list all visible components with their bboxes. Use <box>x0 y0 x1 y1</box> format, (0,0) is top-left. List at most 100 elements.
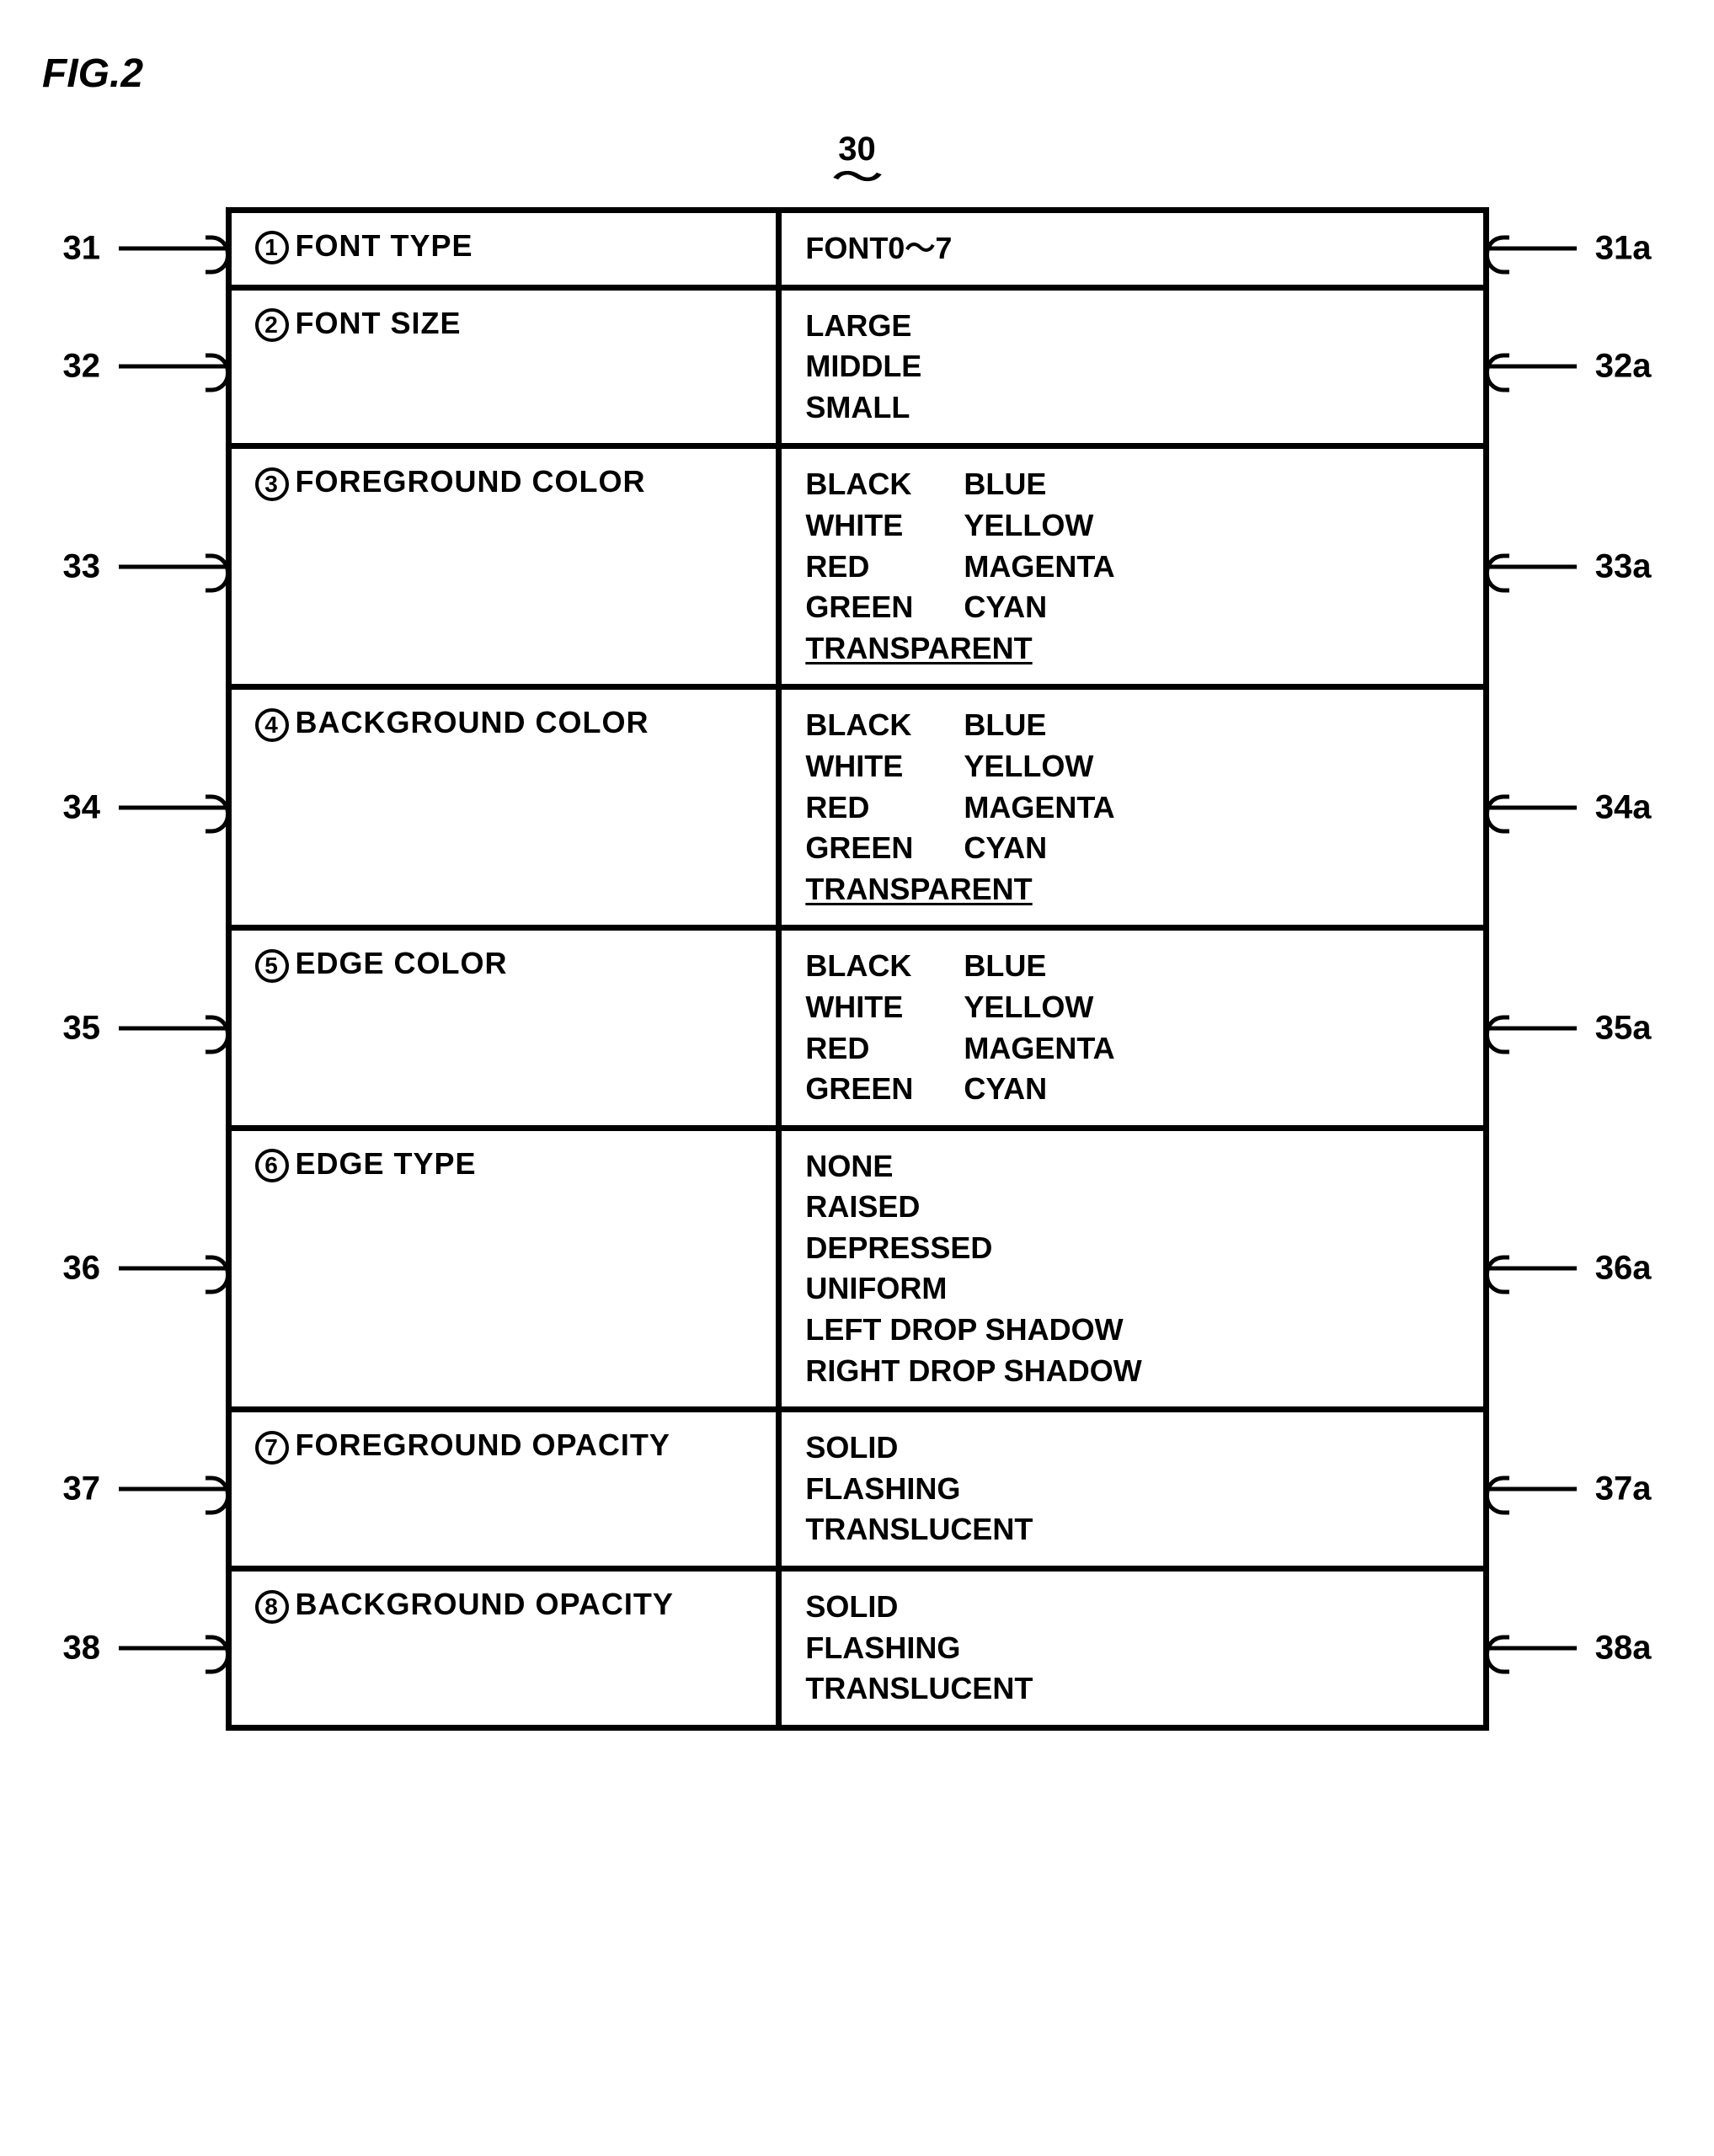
reference-number-right: 31a <box>1595 230 1652 268</box>
setting-label-cell: 6EDGE TYPE <box>232 1131 782 1407</box>
leader-line <box>1487 247 1577 251</box>
option-value: RAISED <box>805 1187 1141 1228</box>
option-value: WHITE <box>805 746 913 787</box>
table-row: 3131a1FONT TYPEFONT0～7 <box>232 213 1483 291</box>
setting-label-cell: 2FONT SIZE <box>232 291 782 444</box>
setting-options-cell: BLACKWHITEREDGREEN BLUEYELLOWMAGENTACYAN <box>782 931 1482 1124</box>
setting-options-cell: FONT0～7 <box>782 213 1482 285</box>
setting-options-cell: BLACKWHITEREDGREENBLUEYELLOWMAGENTACYANT… <box>782 690 1482 925</box>
setting-label-cell: 7FOREGROUND OPACITY <box>232 1412 782 1566</box>
circled-number-icon: 6 <box>255 1149 289 1182</box>
option-value: TRANSLUCENT <box>805 1509 1033 1550</box>
leader-line <box>119 365 228 369</box>
reference-left: 36 <box>63 1250 232 1288</box>
option-value: BLACK <box>805 705 913 746</box>
option-value: GREEN <box>805 1069 913 1110</box>
options-column: SOLIDFLASHINGTRANSLUCENT <box>805 1587 1033 1710</box>
option-value: SMALL <box>805 387 921 429</box>
option-value: CYAN <box>964 1069 1114 1110</box>
reference-number-right: 35a <box>1595 1009 1652 1047</box>
reference-left: 31 <box>63 230 232 268</box>
setting-label-cell: 3FOREGROUND COLOR <box>232 449 782 684</box>
option-value: MAGENTA <box>964 547 1114 588</box>
reference-number-right: 37a <box>1595 1470 1652 1508</box>
option-value: WHITE <box>805 505 913 547</box>
option-value: BLACK <box>805 946 913 987</box>
leader-line <box>1487 1267 1577 1271</box>
option-value: YELLOW <box>964 746 1114 787</box>
option-value: RED <box>805 547 913 588</box>
reference-number-left: 33 <box>63 547 101 585</box>
option-value: GREEN <box>805 587 913 628</box>
top-reference-wrap: 30 ～ <box>57 131 1658 199</box>
reference-number-right: 33a <box>1595 547 1652 585</box>
setting-label: EDGE COLOR <box>296 946 508 980</box>
setting-label: FOREGROUND OPACITY <box>296 1428 670 1462</box>
option-value: NONE <box>805 1146 1141 1187</box>
circled-number-icon: 2 <box>255 308 289 342</box>
option-value: YELLOW <box>964 987 1114 1028</box>
option-value: YELLOW <box>964 505 1114 547</box>
setting-label: FONT SIZE <box>296 306 462 340</box>
option-value: BLUE <box>964 464 1114 505</box>
leader-line <box>119 1267 228 1271</box>
circled-number-icon: 7 <box>255 1431 289 1465</box>
setting-options-cell: NONERAISEDDEPRESSEDUNIFORMLEFT DROP SHAD… <box>782 1131 1482 1407</box>
table-row: 3535a5EDGE COLORBLACKWHITEREDGREENBLUEYE… <box>232 931 1483 1130</box>
option-value: SOLID <box>805 1587 1033 1628</box>
leader-line <box>119 805 228 809</box>
table-row: 3737a7FOREGROUND OPACITYSOLIDFLASHINGTRA… <box>232 1412 1483 1572</box>
reference-right: 32a <box>1483 348 1652 386</box>
reference-number-left: 35 <box>63 1009 101 1047</box>
reference-right: 35a <box>1483 1009 1652 1047</box>
reference-right: 33a <box>1483 547 1652 585</box>
table-row: 3838a8BACKGROUND OPACITYSOLIDFLASHINGTRA… <box>232 1572 1483 1725</box>
setting-label: FONT TYPE <box>296 228 473 263</box>
reference-number-left: 32 <box>63 348 101 386</box>
option-value: RED <box>805 1028 913 1070</box>
leader-line <box>1487 365 1577 369</box>
setting-options-cell: LARGEMIDDLESMALL <box>782 291 1482 444</box>
options-column: FONT0～7 <box>805 228 952 270</box>
leader-line <box>1487 1646 1577 1650</box>
setting-label-cell: 8BACKGROUND OPACITY <box>232 1572 782 1725</box>
leader-line <box>1487 1487 1577 1492</box>
leader-line <box>119 1487 228 1492</box>
diagram-container: 30 ～ 3131a1FONT TYPEFONT0～73232a2FONT SI… <box>57 131 1658 1731</box>
circled-number-icon: 4 <box>255 708 289 742</box>
leader-line <box>1487 1026 1577 1030</box>
settings-table: 3131a1FONT TYPEFONT0～73232a2FONT SIZELAR… <box>226 207 1489 1731</box>
option-value: TRANSLUCENT <box>805 1668 1033 1710</box>
option-value: WHITE <box>805 987 913 1028</box>
table-row: 3636a6EDGE TYPENONERAISEDDEPRESSEDUNIFOR… <box>232 1131 1483 1413</box>
reference-left: 37 <box>63 1470 232 1508</box>
option-value: MIDDLE <box>805 346 921 387</box>
reference-number-left: 38 <box>63 1629 101 1667</box>
reference-right: 36a <box>1483 1250 1652 1288</box>
option-value: FLASHING <box>805 1469 1033 1510</box>
leader-line <box>119 247 228 251</box>
leader-line <box>119 1646 228 1650</box>
leader-line <box>119 564 228 568</box>
setting-label-cell: 4BACKGROUND COLOR <box>232 690 782 925</box>
options-column: BLUEYELLOWMAGENTACYAN <box>964 946 1114 1109</box>
reference-right: 31a <box>1483 230 1652 268</box>
setting-options-cell: SOLIDFLASHINGTRANSLUCENT <box>782 1572 1482 1725</box>
reference-left: 38 <box>63 1629 232 1667</box>
options-column: BLUEYELLOWMAGENTACYAN <box>964 705 1114 868</box>
reference-left: 32 <box>63 348 232 386</box>
reference-right: 34a <box>1483 788 1652 826</box>
setting-label-cell: 5EDGE COLOR <box>232 931 782 1124</box>
circled-number-icon: 3 <box>255 467 289 501</box>
setting-label: FOREGROUND COLOR <box>296 464 646 499</box>
reference-number-left: 36 <box>63 1250 101 1288</box>
setting-options-cell: BLACKWHITEREDGREENBLUEYELLOWMAGENTACYANT… <box>782 449 1482 684</box>
option-value: SOLID <box>805 1428 1033 1469</box>
reference-number-left: 34 <box>63 788 101 826</box>
options-column: BLACKWHITEREDGREEN <box>805 464 913 627</box>
option-value: BLACK <box>805 464 913 505</box>
options-column: BLACKWHITEREDGREEN <box>805 705 913 868</box>
setting-label-cell: 1FONT TYPE <box>232 213 782 285</box>
setting-options-cell: SOLIDFLASHINGTRANSLUCENT <box>782 1412 1482 1566</box>
leader-line <box>119 1026 228 1030</box>
